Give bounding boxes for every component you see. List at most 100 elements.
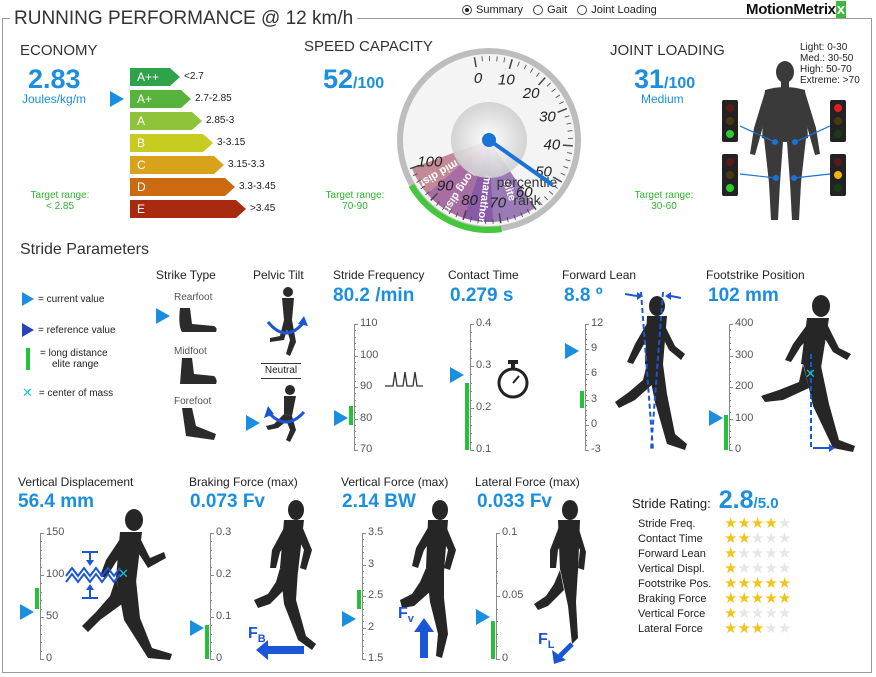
scale-minor-tick xyxy=(354,336,356,338)
scale-tick-label: 0 xyxy=(46,652,53,664)
scale-minor-tick xyxy=(585,384,587,386)
scale-minor-tick xyxy=(470,433,472,435)
economy-target-value: < 2.85 xyxy=(45,201,75,212)
scale-axis xyxy=(40,533,41,659)
economy-target: Target range: < 2.85 xyxy=(20,190,100,212)
rating-row: Contact Time ★ ★ ★ ★ ★ xyxy=(638,531,791,546)
lean-arrow-right-icon xyxy=(670,295,682,299)
scale-minor-tick xyxy=(210,625,212,627)
gauge-tick xyxy=(469,216,472,223)
gauge-tick xyxy=(538,200,543,206)
scale-minor-tick xyxy=(354,380,356,382)
scale-tick xyxy=(362,564,366,566)
stride-title: Stride Parameters xyxy=(20,241,149,258)
scale-minor-tick xyxy=(40,566,42,568)
scale-tick-label: 0 xyxy=(216,652,223,664)
scale-tick xyxy=(354,387,358,388)
scale-tick-label: 3.5 xyxy=(368,526,384,538)
economy-band-range-3: 2.85-3 xyxy=(206,115,235,126)
scale-tick xyxy=(496,596,500,597)
legend-current-label: = current value xyxy=(38,293,105,305)
scale-minor-tick xyxy=(729,387,731,388)
view-summary-radio[interactable]: Summary xyxy=(462,4,523,16)
scale-minor-tick xyxy=(496,558,498,560)
view-joint-loading-radio[interactable]: Joint Loading xyxy=(577,4,657,16)
braking-force-title: Braking Force (max) xyxy=(189,475,298,489)
scale-minor-tick xyxy=(729,424,731,426)
pelvic-tilt-title: Pelvic Tilt xyxy=(253,268,304,282)
body-silhouette-icon xyxy=(750,61,820,220)
gauge-tick xyxy=(566,152,572,154)
gauge-tick-label: 30 xyxy=(539,108,556,125)
scale-minor-tick xyxy=(585,324,587,325)
gauge-tick xyxy=(553,185,558,189)
economy-band-7: E xyxy=(130,200,246,218)
radio-empty-icon xyxy=(533,5,544,15)
frequency-wave-icon xyxy=(385,371,423,387)
scale-minor-tick xyxy=(496,583,498,585)
gauge-tick xyxy=(425,191,430,196)
scale-minor-tick xyxy=(40,533,42,534)
lateral-force-arrow-icon xyxy=(552,650,566,664)
scale-tick-label: 0.3 xyxy=(216,526,232,538)
star-filled-icon: ★ xyxy=(777,575,792,592)
vertical-force-symbol-sub: v xyxy=(408,613,415,625)
lateral-force-runner: FL xyxy=(534,500,586,664)
pelvic-tilt-label: Neutral xyxy=(261,363,301,376)
scale-tick-label: 100 xyxy=(360,348,379,361)
gauge-tick xyxy=(566,122,572,125)
star-empty-icon: ★ xyxy=(750,530,765,547)
lateral-force-symbol-main: F xyxy=(538,631,548,648)
scale-minor-tick xyxy=(354,393,356,395)
joint-scale: Light: 0-30 Med.: 30-50 High: 50-70 Extr… xyxy=(800,42,860,86)
scale-minor-tick xyxy=(210,566,212,568)
scale-minor-tick xyxy=(585,434,587,436)
current-value-icon xyxy=(22,292,34,306)
scale-tick-label: 400 xyxy=(735,317,754,329)
star-empty-icon: ★ xyxy=(777,530,792,547)
scale-minor-tick xyxy=(354,368,356,370)
scale-tick-label: 0.1 xyxy=(502,526,518,538)
scale-tick xyxy=(470,450,474,451)
scale-tick-label: 110 xyxy=(360,317,378,329)
scale-minor-tick xyxy=(585,429,587,431)
rating-row: Stride Freq. ★ ★ ★ ★ ★ xyxy=(638,516,791,531)
scale-minor-tick xyxy=(362,608,364,610)
center-of-mass-icon: ✕ xyxy=(805,367,816,382)
gauge-tick xyxy=(436,201,440,206)
star-filled-icon: ★ xyxy=(737,590,751,607)
scale-minor-tick xyxy=(354,374,356,376)
star-filled-icon: ★ xyxy=(724,545,738,562)
scale-minor-tick xyxy=(729,393,731,395)
arrow-up-icon xyxy=(86,584,94,590)
joint-target-value: 30-60 xyxy=(651,201,677,212)
scale-minor-tick xyxy=(362,652,364,654)
economy-band-4: B xyxy=(130,134,213,152)
scale-minor-tick xyxy=(210,633,212,635)
economy-band-3: A xyxy=(130,112,202,130)
economy-band-range-6: 3.3-3.45 xyxy=(239,181,276,192)
vertical-force-symbol-main: F xyxy=(398,605,408,622)
scale-minor-tick xyxy=(496,608,498,610)
pelvic-tilt-back-icon xyxy=(266,287,308,356)
joint-value-outof: /100 xyxy=(664,75,696,92)
stride-rating-number: 2.8 xyxy=(718,486,754,514)
view-gait-radio[interactable]: Gait xyxy=(533,4,567,16)
gauge-tick-label: 20 xyxy=(522,85,540,102)
stride-frequency-value: 80.2 /min xyxy=(333,285,415,306)
speed-target: Target range: 70-90 xyxy=(315,190,395,212)
lateral-force-symbol-sub: L xyxy=(548,639,555,651)
joint-arrows xyxy=(739,125,831,179)
scale-tick xyxy=(729,450,733,451)
scale-tick xyxy=(585,450,589,451)
scale-minor-tick xyxy=(729,361,731,363)
scale-minor-tick xyxy=(496,596,498,597)
current-value-marker xyxy=(342,610,356,627)
view-summary-label: Summary xyxy=(476,4,524,16)
current-value-marker xyxy=(565,342,579,359)
gauge-tick xyxy=(503,57,506,63)
scale-minor-tick xyxy=(210,617,212,618)
runner-silhouette-icon xyxy=(615,296,687,450)
scale-tick xyxy=(362,659,366,660)
